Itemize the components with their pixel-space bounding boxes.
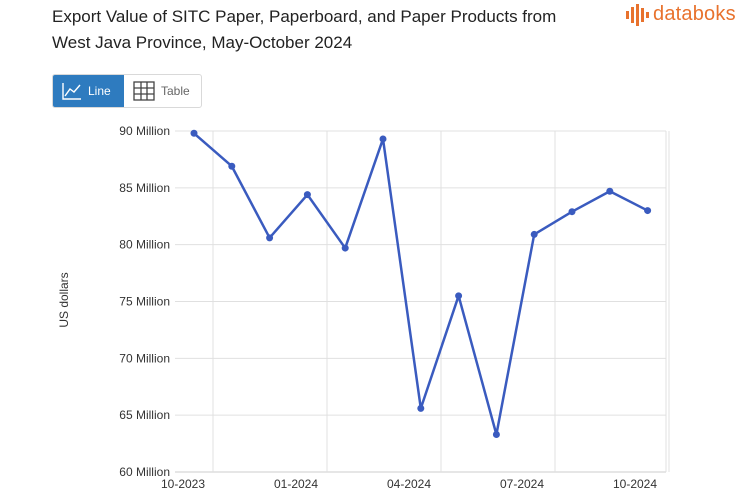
data-point[interactable] bbox=[568, 208, 576, 216]
y-tick-label: 90 Million bbox=[119, 124, 170, 138]
x-tick-label: 07-2024 bbox=[500, 477, 544, 491]
databoks-logo[interactable]: databoks bbox=[626, 3, 736, 26]
line-view-button[interactable]: Line bbox=[53, 75, 124, 107]
line-view-label: Line bbox=[88, 84, 111, 98]
y-tick-label: 75 Million bbox=[119, 295, 170, 309]
data-point[interactable] bbox=[266, 234, 274, 242]
view-toggle: Line Table bbox=[52, 74, 202, 108]
databoks-logo-icon bbox=[626, 3, 649, 26]
y-tick-label: 80 Million bbox=[119, 238, 170, 252]
data-point[interactable] bbox=[492, 430, 500, 438]
data-point[interactable] bbox=[606, 187, 614, 195]
logo-text: databoks bbox=[653, 3, 736, 25]
line-chart-icon bbox=[62, 83, 81, 100]
table-view-button[interactable]: Table bbox=[124, 75, 199, 107]
data-point[interactable] bbox=[341, 244, 349, 252]
data-point[interactable] bbox=[417, 404, 425, 412]
data-point[interactable] bbox=[228, 162, 236, 170]
data-point[interactable] bbox=[644, 207, 652, 215]
data-point[interactable] bbox=[190, 129, 198, 137]
data-point[interactable] bbox=[530, 230, 538, 238]
x-tick-label: 10-2024 bbox=[613, 477, 657, 491]
chart-title: Export Value of SITC Paper, Paperboard, … bbox=[52, 7, 557, 52]
data-point[interactable] bbox=[455, 292, 463, 300]
y-tick-label: 85 Million bbox=[119, 181, 170, 195]
x-tick-label: 04-2024 bbox=[387, 477, 431, 491]
series-line bbox=[193, 132, 649, 436]
data-point[interactable] bbox=[303, 191, 311, 199]
table-view-label: Table bbox=[161, 84, 190, 98]
table-icon bbox=[133, 81, 155, 101]
y-tick-label: 60 Million bbox=[119, 465, 170, 479]
y-tick-label: 65 Million bbox=[119, 408, 170, 422]
x-tick-label: 10-2023 bbox=[161, 477, 205, 491]
y-tick-label: 70 Million bbox=[119, 351, 170, 365]
x-tick-label: 01-2024 bbox=[274, 477, 318, 491]
data-point[interactable] bbox=[379, 135, 387, 143]
